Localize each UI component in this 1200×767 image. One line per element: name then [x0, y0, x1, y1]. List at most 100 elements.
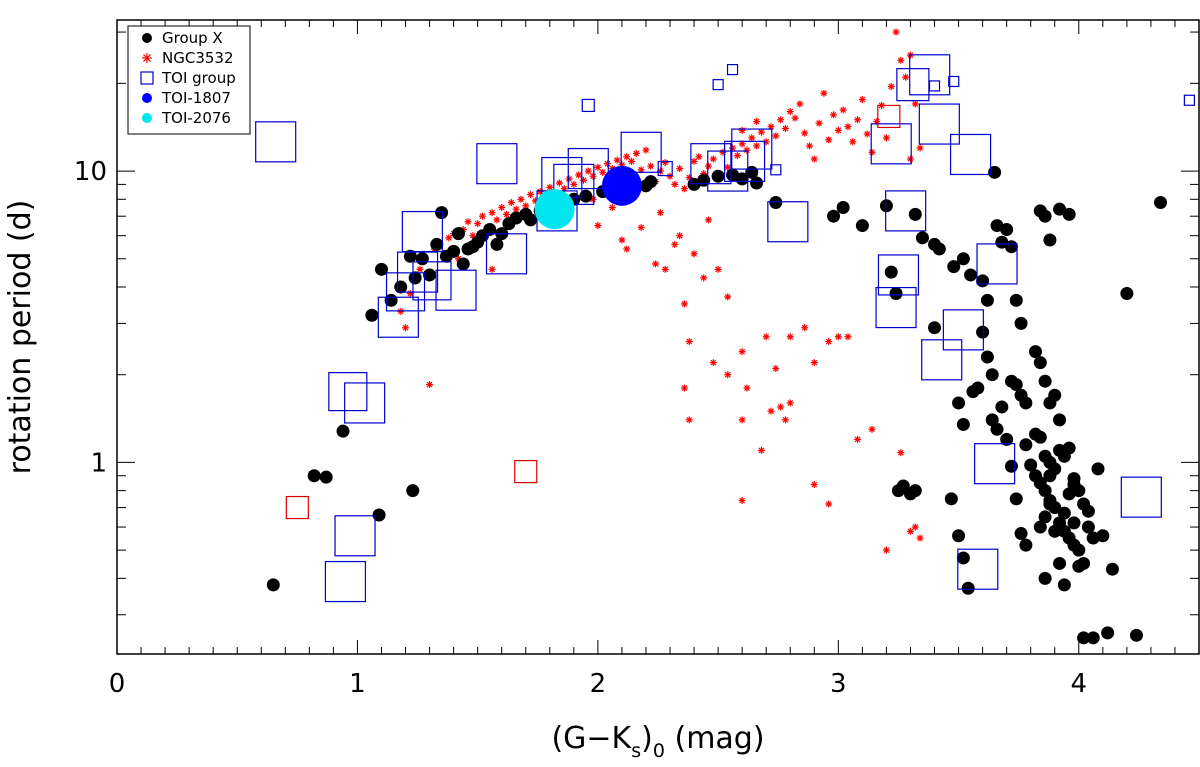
ngc3532-point: [724, 163, 732, 171]
ngc3532-point: [704, 216, 712, 224]
asterisk-stroke: [748, 134, 755, 141]
asterisk-stroke: [671, 181, 678, 188]
asterisk-stroke: [724, 371, 731, 378]
group-x-point: [889, 286, 903, 300]
ngc3532-point: [416, 265, 424, 273]
asterisk-stroke: [513, 206, 520, 213]
toi-group-point: [896, 68, 930, 102]
group-x-point: [1043, 233, 1057, 247]
ngc3532-point: [743, 146, 751, 154]
ngc3532-point: [796, 100, 804, 108]
asterisk-stroke: [643, 147, 649, 154]
y-tick-label: 10: [74, 157, 107, 187]
asterisk-stroke: [897, 449, 904, 456]
group-x-point: [1091, 462, 1105, 476]
ngc3532-point: [613, 156, 621, 164]
group-x-point: [423, 268, 437, 282]
asterisk-stroke: [768, 408, 774, 415]
x-axis-label: (G−Ks)0 (mag): [551, 721, 764, 762]
group-x-point: [435, 206, 449, 220]
ngc3532-point: [690, 157, 698, 165]
asterisk-stroke: [893, 29, 899, 35]
group-x-point: [1048, 388, 1062, 402]
group-x-point: [1033, 430, 1047, 444]
ngc3532-point: [700, 274, 708, 282]
group-x-point: [956, 252, 970, 266]
asterisk-stroke: [417, 266, 423, 273]
toi-group-point: [909, 54, 951, 96]
group-x-point: [1086, 631, 1100, 645]
asterisk-stroke: [638, 224, 645, 231]
asterisk-stroke: [465, 218, 471, 225]
group-x-point: [952, 529, 966, 543]
asterisk-stroke: [445, 234, 452, 241]
asterisk-stroke: [503, 211, 510, 218]
group-x-point: [855, 219, 869, 233]
asterisk-stroke: [474, 220, 481, 227]
asterisk-stroke: [796, 101, 803, 107]
asterisk-stroke: [455, 255, 462, 262]
asterisk-stroke: [498, 204, 505, 211]
asterisk-stroke: [907, 528, 914, 535]
ngc3532-point: [786, 333, 794, 341]
asterisk-stroke: [753, 143, 760, 149]
group-x-point: [406, 484, 420, 498]
asterisk-stroke: [426, 381, 433, 388]
asterisk-stroke: [724, 293, 731, 300]
group-x-point: [1120, 286, 1134, 300]
group-x-point: [1009, 378, 1023, 392]
toi-group-point: [877, 254, 920, 296]
group-x-point: [990, 422, 1004, 436]
legend-marker: [140, 71, 154, 85]
ngc3532-point: [786, 399, 794, 407]
group-x-point: [879, 199, 893, 213]
group-x-point: [1072, 559, 1086, 573]
ngc3532-point: [570, 180, 578, 188]
legend-label: TOI group: [161, 69, 236, 87]
ngc3532-point: [498, 203, 506, 211]
toi-group-point: [485, 233, 528, 275]
asterisk-stroke: [772, 133, 779, 139]
red-square-point: [285, 495, 309, 520]
toi-group-point: [567, 147, 609, 190]
group-x-point: [985, 368, 999, 382]
ngc3532-point: [810, 480, 818, 488]
ngc3532-point: [474, 220, 482, 228]
ngc3532-point: [743, 384, 751, 392]
group-x-point: [430, 237, 444, 251]
asterisk-stroke: [917, 535, 923, 541]
group-x-point: [374, 262, 388, 276]
group-x-point: [1154, 196, 1168, 210]
group-x-point: [1101, 626, 1115, 640]
toi-group-point: [581, 98, 595, 113]
group-x-point: [1038, 209, 1052, 223]
ngc3532-point: [757, 446, 765, 454]
group-x-point: [1048, 524, 1062, 538]
group-x-point: [769, 196, 783, 210]
y-tick-label: 1: [90, 448, 107, 478]
ngc3532-point: [478, 212, 486, 220]
group-x-point: [1043, 497, 1057, 511]
asterisk-stroke: [739, 348, 746, 355]
ngc3532-point: [690, 250, 698, 258]
group-x-point: [928, 321, 942, 335]
asterisk-stroke: [753, 118, 760, 125]
group-x-point: [1053, 556, 1067, 570]
asterisk-stroke: [710, 156, 717, 162]
plot-frame: [116, 19, 1200, 655]
group-x-point: [750, 176, 764, 190]
asterisk-stroke: [594, 222, 601, 229]
asterisk-stroke: [489, 209, 495, 216]
group-x-point: [1057, 506, 1071, 520]
ngc3532-point: [546, 183, 554, 191]
ngc3532-point: [738, 126, 746, 134]
axis-ticks: [116, 20, 1200, 654]
group-x-point: [1004, 240, 1018, 254]
x-axis-label-paren: ): [641, 721, 653, 756]
red-square-point: [877, 104, 901, 129]
group-x-point: [1019, 438, 1033, 452]
asterisk-stroke: [734, 152, 741, 159]
group-x-point: [980, 293, 994, 307]
group-x-point: [408, 271, 422, 285]
ngc3532-point: [777, 403, 785, 411]
